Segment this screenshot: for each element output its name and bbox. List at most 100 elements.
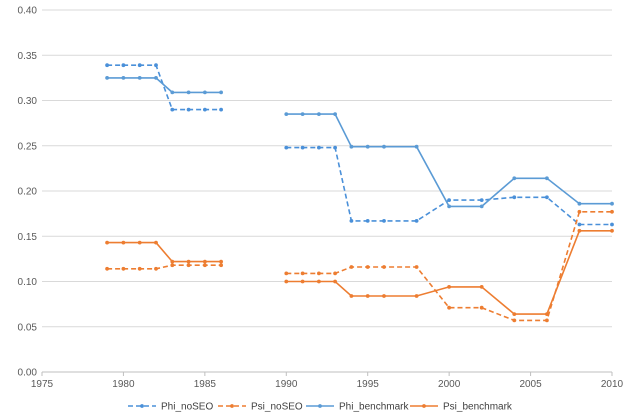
data-point <box>121 240 126 245</box>
data-point <box>186 259 191 264</box>
x-tick-label: 2010 <box>601 379 624 390</box>
legend: Phi_noSEO Psi_noSEO Phi_benchmark Psi_bench… <box>128 402 513 413</box>
data-point <box>300 112 305 116</box>
data-point <box>414 219 419 223</box>
data-point <box>382 219 386 223</box>
series-psi-noseo <box>105 209 614 323</box>
data-point <box>284 145 289 150</box>
data-point <box>317 112 321 116</box>
data-point <box>414 265 419 269</box>
legend-marker <box>318 404 322 408</box>
data-point <box>105 76 109 80</box>
data-point <box>382 144 386 149</box>
series-phi-benchmark <box>105 76 614 209</box>
data-point <box>284 279 289 284</box>
data-point <box>545 176 549 181</box>
data-point <box>300 279 305 284</box>
data-point <box>479 204 484 209</box>
data-point <box>203 259 207 264</box>
data-point <box>577 222 582 227</box>
data-point <box>333 279 337 284</box>
data-point <box>284 112 289 116</box>
data-point <box>577 201 582 206</box>
y-tick-label: 0.05 <box>18 322 38 333</box>
data-point <box>154 76 158 80</box>
data-point <box>479 285 484 289</box>
data-point <box>137 63 142 68</box>
legend-marker <box>422 404 426 408</box>
data-point <box>577 228 582 233</box>
y-tick-label: 0.30 <box>18 96 38 107</box>
data-point <box>447 305 451 310</box>
data-point <box>105 240 109 245</box>
series-phi-noseo <box>105 63 614 227</box>
x-axis <box>41 371 613 376</box>
x-tick-label: 1995 <box>357 379 380 390</box>
data-point <box>170 107 175 112</box>
data-point <box>365 294 370 298</box>
data-point <box>121 76 126 80</box>
grid-lines <box>42 9 612 373</box>
legend-label: Phi_noSEO <box>161 402 213 413</box>
data-point <box>610 228 614 233</box>
data-point <box>512 195 517 200</box>
x-tick-label: 1980 <box>112 379 135 390</box>
data-point <box>121 266 126 271</box>
series-line <box>107 264 222 270</box>
series-line <box>107 241 222 263</box>
series-line <box>107 77 222 94</box>
series-line <box>286 113 612 208</box>
data-point <box>382 294 386 298</box>
legend-label: Psi_benchmark <box>443 402 513 413</box>
data-point <box>203 263 207 268</box>
data-point <box>186 90 191 95</box>
data-point <box>137 76 142 80</box>
data-point <box>333 112 337 116</box>
data-point <box>137 240 142 245</box>
x-tick-label: 1975 <box>31 379 54 390</box>
data-point <box>447 285 451 289</box>
y-tick-label: 0.20 <box>18 187 38 198</box>
legend-marker <box>230 404 234 408</box>
data-point <box>170 90 175 95</box>
data-point <box>414 144 419 149</box>
data-point <box>610 201 614 206</box>
data-point <box>317 279 321 284</box>
y-tick-label: 0.15 <box>18 232 38 243</box>
data-point <box>349 265 354 269</box>
legend-label: Phi_benchmark <box>339 402 409 413</box>
x-tick-label: 1990 <box>275 379 298 390</box>
data-point <box>170 259 175 264</box>
data-point <box>414 294 419 298</box>
data-point <box>154 63 158 68</box>
data-point <box>545 312 549 316</box>
data-point <box>105 266 109 271</box>
x-tick-label: 2000 <box>438 379 461 390</box>
data-point <box>333 145 337 150</box>
data-point <box>545 195 549 200</box>
data-point <box>610 209 614 214</box>
data-point <box>365 144 370 149</box>
data-point <box>382 265 386 269</box>
data-point <box>203 107 207 112</box>
data-point <box>219 263 224 268</box>
x-tick-label: 2005 <box>519 379 542 390</box>
series-group <box>105 63 614 323</box>
series-line <box>286 230 612 315</box>
data-point <box>170 263 175 268</box>
data-point <box>154 266 158 271</box>
data-point <box>577 209 582 214</box>
y-axis-tick-labels: 0.00 0.05 0.10 0.15 0.20 0.25 0.30 0.35 0.40 <box>18 6 38 379</box>
data-point <box>137 266 142 271</box>
data-point <box>219 107 224 112</box>
x-tick-label: 1985 <box>194 379 217 390</box>
data-point <box>365 219 370 223</box>
data-point <box>512 176 517 181</box>
series-psi-benchmark <box>105 228 614 316</box>
y-tick-label: 0.40 <box>18 6 38 17</box>
series-line <box>107 64 222 111</box>
y-tick-label: 0.00 <box>18 368 38 379</box>
data-point <box>219 259 224 264</box>
data-point <box>121 63 126 68</box>
legend-label: Psi_noSEO <box>251 402 303 413</box>
